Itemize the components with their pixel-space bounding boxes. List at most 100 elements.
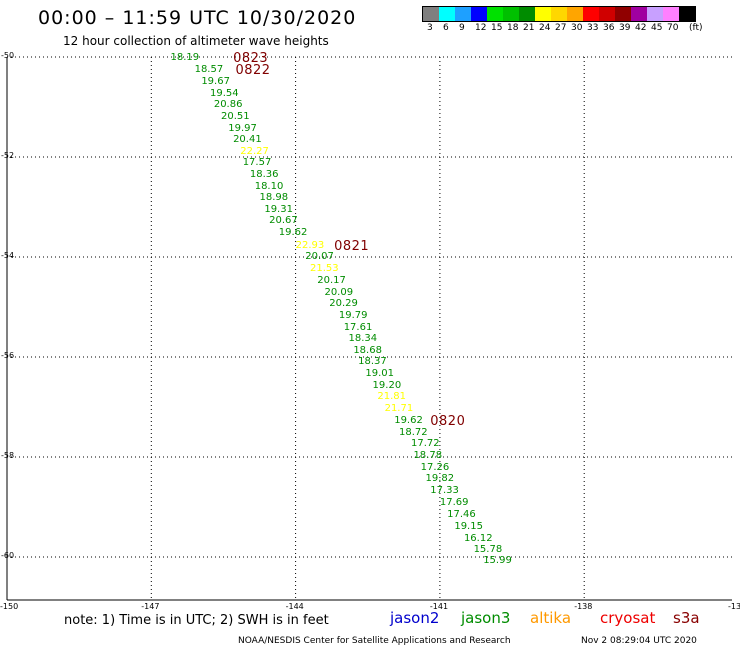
legend-swatch <box>487 7 503 21</box>
legend-swatch <box>551 7 567 21</box>
wave-height-value: 18.68 <box>353 344 382 356</box>
legend-label: 18 <box>507 23 519 33</box>
legend-swatch <box>423 7 439 21</box>
legend-swatch <box>503 7 519 21</box>
lat-tick-label: -52 <box>1 151 15 160</box>
wave-height-value: 17.46 <box>447 508 476 520</box>
wave-height-value: 17.69 <box>439 497 469 508</box>
wave-height-value: 17.57 <box>242 157 272 168</box>
pass-time-label: 0823 <box>233 51 269 66</box>
wave-height-value: 15.78 <box>473 543 503 555</box>
legend-label: 24 <box>539 23 551 33</box>
legend-swatch <box>567 7 583 21</box>
wave-height-value: 21.81 <box>377 391 406 402</box>
wave-height-value: 20.07 <box>305 251 334 262</box>
wave-height-value: 17.72 <box>411 438 440 449</box>
satellite-name: altika <box>530 609 572 627</box>
legend-label: 15 <box>491 23 503 33</box>
legend-label: 21 <box>523 23 535 33</box>
lon-tick-label: -150 <box>0 602 19 611</box>
wave-height-value: 18.78 <box>413 450 443 461</box>
legend-swatch <box>663 7 679 21</box>
lat-tick-label: -50 <box>1 51 15 60</box>
lat-tick-label: -56 <box>1 351 15 360</box>
wave-height-value: 18.36 <box>249 169 279 180</box>
wave-height-value: 22.93 <box>295 239 325 251</box>
lon-tick-label: -138 <box>574 602 593 611</box>
lon-tick-label: -147 <box>141 602 160 611</box>
legend-label: 30 <box>571 23 583 33</box>
legend-swatch <box>471 7 487 21</box>
map-title: 00:00 – 11:59 UTC 10/30/2020 <box>38 7 357 29</box>
wave-height-value: 19.82 <box>425 473 455 484</box>
legend-label: 27 <box>555 23 567 33</box>
wave-height-value: 20.29 <box>329 298 358 309</box>
pass-time-label: 0820 <box>430 414 466 429</box>
wave-height-value: 18.98 <box>259 192 289 203</box>
legend-swatch <box>647 7 663 21</box>
wave-height-value: 20.67 <box>269 215 298 226</box>
legend-label: 45 <box>651 23 663 33</box>
legend-swatch <box>439 7 455 21</box>
satellite-name: cryosat <box>600 609 656 627</box>
legend-label: 12 <box>475 23 487 33</box>
wave-height-value: 18.19 <box>170 52 200 63</box>
credit-line: NOAA/NESDIS Center for Satellite Applica… <box>238 636 511 646</box>
lat-tick-label: -58 <box>1 451 15 460</box>
legend-swatch <box>519 7 535 21</box>
lon-tick-label: -144 <box>285 602 304 611</box>
wave-height-value: 16.12 <box>463 532 493 544</box>
legend-swatch <box>535 7 551 21</box>
lat-tick-label: -54 <box>1 251 15 260</box>
wave-height-value: 19.97 <box>228 122 257 134</box>
wave-height-value: 19.79 <box>338 310 368 321</box>
wave-height-value: 19.54 <box>209 87 239 99</box>
generated-time: Nov 2 08:29:04 UTC 2020 <box>581 636 697 646</box>
legend-swatch <box>583 7 599 21</box>
legend-label: (ft) <box>689 23 703 33</box>
legend-swatch <box>615 7 631 21</box>
satellite-name: s3a <box>673 609 700 627</box>
lon-tick-label: -141 <box>429 602 449 611</box>
wave-height-value: 22.27 <box>240 145 269 157</box>
legend-label: 9 <box>459 23 465 33</box>
wave-height-value: 19.01 <box>365 367 394 379</box>
wave-height-value: 19.62 <box>278 227 308 238</box>
wave-height-value: 18.34 <box>348 333 378 344</box>
lon-tick-label: -135 <box>728 602 740 611</box>
legend-label: 3 <box>427 23 433 33</box>
wave-height-value: 20.09 <box>324 286 354 298</box>
legend-swatch <box>631 7 647 21</box>
legend-swatch <box>679 7 695 21</box>
wave-height-value: 15.99 <box>483 555 512 566</box>
wave-height-value: 21.71 <box>384 403 414 414</box>
pass-time-label: 0821 <box>334 238 370 254</box>
legend-label: 39 <box>619 23 631 33</box>
wave-height-value: 20.86 <box>213 99 243 110</box>
pass-time-label: 0822 <box>235 63 271 78</box>
legend-label: 6 <box>443 23 449 33</box>
color-legend <box>422 6 696 22</box>
wave-height-value: 17.26 <box>420 461 450 473</box>
legend-swatch <box>455 7 471 21</box>
wave-height-value: 17.33 <box>430 485 459 496</box>
legend-label: 70 <box>667 23 679 33</box>
wave-height-value: 21.53 <box>310 263 339 274</box>
wave-height-value: 18.10 <box>254 181 284 192</box>
wave-height-value: 19.62 <box>394 415 423 426</box>
wave-height-value: 19.67 <box>201 76 230 87</box>
legend-label: 42 <box>635 23 647 33</box>
wave-height-value: 20.17 <box>317 275 346 286</box>
wave-height-value: 20.51 <box>221 110 250 122</box>
wave-height-value: 18.37 <box>358 356 387 367</box>
legend-label: 33 <box>587 23 599 33</box>
wave-height-value: 17.61 <box>343 321 373 333</box>
legend-swatch <box>599 7 615 21</box>
wave-height-value: 19.15 <box>454 520 483 532</box>
footer-note: note: 1) Time is in UTC; 2) SWH is in fe… <box>64 613 329 628</box>
wave-height-value: 19.20 <box>372 379 402 391</box>
wave-height-value: 19.31 <box>264 203 293 215</box>
wave-height-value: 18.72 <box>399 426 428 438</box>
